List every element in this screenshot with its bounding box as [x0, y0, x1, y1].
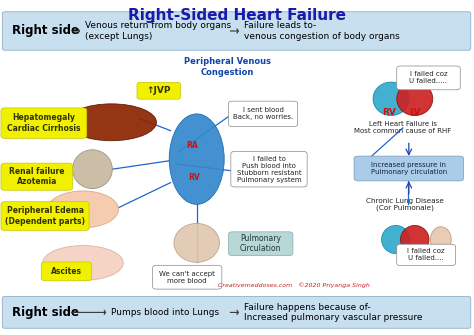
Text: Peripheral Edema
(Dependent parts): Peripheral Edema (Dependent parts) — [5, 206, 85, 226]
Text: I failed to
Push blood into
Stubborn resistant
Pulmonary system: I failed to Push blood into Stubborn res… — [237, 156, 301, 183]
Text: I failed coz
U failed....: I failed coz U failed.... — [407, 249, 445, 261]
Ellipse shape — [382, 225, 410, 254]
Text: Right side: Right side — [12, 24, 79, 38]
Text: Peripheral Venous
Congestion: Peripheral Venous Congestion — [184, 57, 271, 77]
FancyBboxPatch shape — [41, 262, 91, 281]
Ellipse shape — [66, 104, 156, 141]
Text: Hepatomegaly
Cardiac Cirrhosis: Hepatomegaly Cardiac Cirrhosis — [7, 114, 81, 133]
Text: RA: RA — [186, 141, 198, 150]
Text: Pumps blood into Lungs: Pumps blood into Lungs — [111, 308, 219, 317]
FancyBboxPatch shape — [1, 202, 89, 230]
Text: Failure leads to-: Failure leads to- — [244, 21, 316, 30]
FancyBboxPatch shape — [231, 151, 307, 187]
FancyBboxPatch shape — [397, 66, 460, 90]
Ellipse shape — [43, 246, 123, 280]
Text: Chronic Lung Disease
(Cor Pulmonale): Chronic Lung Disease (Cor Pulmonale) — [366, 198, 444, 211]
Text: We can't accept
more blood: We can't accept more blood — [159, 271, 215, 284]
FancyBboxPatch shape — [153, 265, 222, 289]
Text: LV: LV — [409, 108, 420, 117]
Ellipse shape — [174, 223, 219, 262]
Text: I sent blood
Back, no worries.: I sent blood Back, no worries. — [233, 108, 293, 120]
FancyBboxPatch shape — [228, 101, 298, 127]
Text: RV: RV — [189, 173, 200, 182]
Ellipse shape — [73, 150, 112, 189]
Text: Increased pulmonary vascular pressure: Increased pulmonary vascular pressure — [244, 313, 423, 322]
FancyBboxPatch shape — [2, 12, 471, 50]
Text: venous congestion of body organs: venous congestion of body organs — [244, 31, 400, 41]
FancyBboxPatch shape — [228, 232, 293, 256]
Text: I failed coz
U failed.....: I failed coz U failed..... — [410, 71, 447, 84]
Ellipse shape — [397, 82, 433, 116]
Text: Pulmonary
Circulation: Pulmonary Circulation — [240, 234, 282, 253]
Text: Failure happens because of-: Failure happens because of- — [244, 303, 371, 312]
FancyBboxPatch shape — [1, 163, 73, 190]
FancyBboxPatch shape — [137, 82, 181, 99]
Text: (except Lungs): (except Lungs) — [85, 31, 153, 41]
Text: Ascites: Ascites — [51, 267, 82, 276]
Text: Left Heart Failure is
Most common cause of RHF: Left Heart Failure is Most common cause … — [354, 122, 452, 134]
Text: ↑JVP: ↑JVP — [146, 86, 171, 95]
FancyBboxPatch shape — [397, 244, 456, 266]
FancyBboxPatch shape — [2, 296, 471, 328]
Text: Right-Sided Heart Failure: Right-Sided Heart Failure — [128, 8, 346, 23]
Text: Increased pressure in
Pulmonary circulation: Increased pressure in Pulmonary circulat… — [371, 162, 447, 175]
Text: Renal failure
Azotemia: Renal failure Azotemia — [9, 167, 64, 186]
Ellipse shape — [47, 191, 118, 228]
FancyBboxPatch shape — [1, 108, 87, 138]
Ellipse shape — [169, 114, 224, 204]
Ellipse shape — [430, 227, 451, 252]
FancyBboxPatch shape — [354, 156, 464, 181]
Text: RV: RV — [382, 108, 396, 117]
Text: Creativemeddoses.com   ©2020 Priyanga Singh: Creativemeddoses.com ©2020 Priyanga Sing… — [218, 282, 370, 287]
Text: Venous return from body organs: Venous return from body organs — [85, 21, 231, 30]
Text: Right side: Right side — [12, 306, 79, 319]
Ellipse shape — [373, 82, 409, 116]
Ellipse shape — [401, 225, 429, 254]
